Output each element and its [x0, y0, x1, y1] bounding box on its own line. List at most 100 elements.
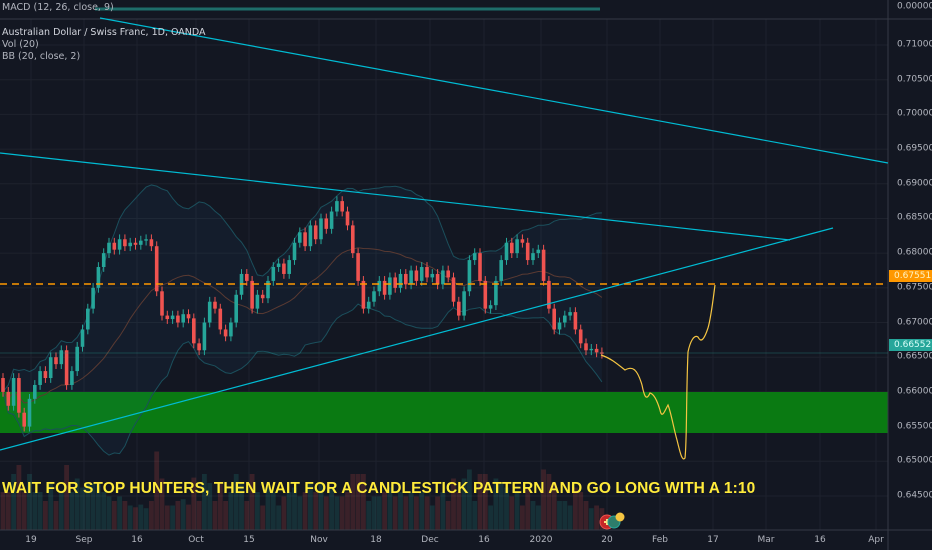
- candle-body[interactable]: [308, 225, 313, 247]
- candle-body[interactable]: [292, 242, 297, 261]
- candle-body[interactable]: [234, 294, 238, 323]
- candle-body[interactable]: [340, 201, 344, 212]
- support-zone[interactable]: [0, 392, 888, 433]
- descending-trendline-outer[interactable]: [99, 17, 889, 164]
- candle-body[interactable]: [589, 348, 594, 351]
- candle-body[interactable]: [547, 280, 551, 309]
- candle-body[interactable]: [356, 253, 360, 281]
- candle-body[interactable]: [165, 315, 170, 320]
- candle-body[interactable]: [504, 242, 509, 261]
- candle-body[interactable]: [112, 242, 117, 250]
- candle-body[interactable]: [202, 322, 207, 351]
- candle-body[interactable]: [245, 273, 249, 281]
- projected-path-drawing[interactable]: [600, 284, 716, 460]
- candle-body[interactable]: [441, 270, 445, 285]
- candle-body[interactable]: [223, 329, 228, 337]
- candle-body[interactable]: [117, 239, 122, 250]
- ascending-trendline[interactable]: [0, 227, 834, 451]
- candle-body[interactable]: [70, 371, 74, 385]
- candle-body[interactable]: [404, 273, 408, 285]
- candle-body[interactable]: [552, 308, 556, 330]
- candle-body[interactable]: [197, 343, 201, 351]
- candle-body[interactable]: [520, 239, 525, 243]
- bollinger-legend[interactable]: BB (20, close, 2): [2, 51, 81, 62]
- candle-body[interactable]: [393, 277, 397, 288]
- candle-body[interactable]: [250, 280, 254, 309]
- candle-body[interactable]: [425, 267, 429, 278]
- candle-body[interactable]: [1, 378, 5, 392]
- candle-body[interactable]: [388, 277, 392, 295]
- candle-body[interactable]: [144, 239, 148, 241]
- candle-body[interactable]: [133, 242, 138, 245]
- candle-body[interactable]: [457, 301, 461, 316]
- candle-body[interactable]: [276, 263, 281, 268]
- candle-body[interactable]: [59, 350, 64, 365]
- candle-body[interactable]: [287, 260, 291, 274]
- candle-body[interactable]: [218, 308, 223, 330]
- candle-body[interactable]: [335, 201, 339, 212]
- candle-body[interactable]: [186, 314, 191, 319]
- candle-body[interactable]: [260, 294, 265, 299]
- candle-body[interactable]: [451, 277, 456, 302]
- candle-body[interactable]: [11, 378, 16, 406]
- candle-body[interactable]: [361, 280, 366, 309]
- candle-body[interactable]: [515, 239, 519, 254]
- candle-body[interactable]: [128, 242, 132, 247]
- candle-body[interactable]: [483, 280, 488, 309]
- candle-body[interactable]: [541, 249, 546, 281]
- candle-body[interactable]: [298, 232, 302, 243]
- candle-body[interactable]: [472, 253, 477, 261]
- candle-body[interactable]: [510, 242, 514, 254]
- candle-body[interactable]: [160, 291, 164, 316]
- candle-body[interactable]: [377, 280, 382, 292]
- candle-body[interactable]: [584, 343, 588, 351]
- candle-body[interactable]: [229, 322, 233, 337]
- candle-body[interactable]: [435, 273, 440, 285]
- candle-body[interactable]: [414, 270, 419, 281]
- candle-body[interactable]: [181, 314, 185, 323]
- candle-body[interactable]: [398, 273, 403, 288]
- candle-body[interactable]: [382, 280, 387, 295]
- candle-body[interactable]: [48, 357, 53, 379]
- candle-body[interactable]: [213, 301, 217, 309]
- candle-body[interactable]: [27, 398, 32, 427]
- candle-body[interactable]: [578, 329, 583, 344]
- candle-body[interactable]: [467, 260, 472, 292]
- candle-body[interactable]: [430, 273, 435, 278]
- candle-body[interactable]: [64, 350, 69, 385]
- candle-body[interactable]: [303, 232, 307, 247]
- candle-body[interactable]: [313, 225, 318, 240]
- candle-body[interactable]: [123, 239, 127, 247]
- candle-body[interactable]: [139, 240, 143, 245]
- candle-body[interactable]: [351, 225, 355, 254]
- candle-body[interactable]: [271, 267, 276, 281]
- candle-body[interactable]: [409, 270, 413, 285]
- candle-body[interactable]: [525, 242, 530, 261]
- candle-body[interactable]: [91, 287, 95, 309]
- candle-body[interactable]: [107, 242, 111, 254]
- candle-body[interactable]: [536, 249, 541, 254]
- candle-body[interactable]: [176, 315, 180, 323]
- candle-body[interactable]: [488, 305, 493, 309]
- candle-body[interactable]: [568, 312, 572, 316]
- candle-body[interactable]: [499, 260, 503, 281]
- candle-body[interactable]: [101, 253, 106, 268]
- candle-body[interactable]: [319, 218, 323, 240]
- candle-body[interactable]: [329, 211, 334, 229]
- candle-body[interactable]: [33, 384, 37, 399]
- candle-body[interactable]: [573, 312, 578, 330]
- candle-body[interactable]: [372, 291, 376, 302]
- candle-body[interactable]: [324, 218, 329, 229]
- candle-body[interactable]: [17, 378, 21, 413]
- candle-body[interactable]: [149, 239, 154, 247]
- candle-body[interactable]: [54, 357, 58, 365]
- candle-body[interactable]: [594, 348, 599, 353]
- candle-body[interactable]: [462, 291, 466, 316]
- candle-body[interactable]: [80, 329, 85, 347]
- candle-body[interactable]: [22, 412, 26, 427]
- candle-body[interactable]: [207, 301, 212, 323]
- candle-body[interactable]: [531, 253, 535, 261]
- candle-body[interactable]: [282, 263, 286, 274]
- volume-legend[interactable]: Vol (20): [2, 39, 39, 50]
